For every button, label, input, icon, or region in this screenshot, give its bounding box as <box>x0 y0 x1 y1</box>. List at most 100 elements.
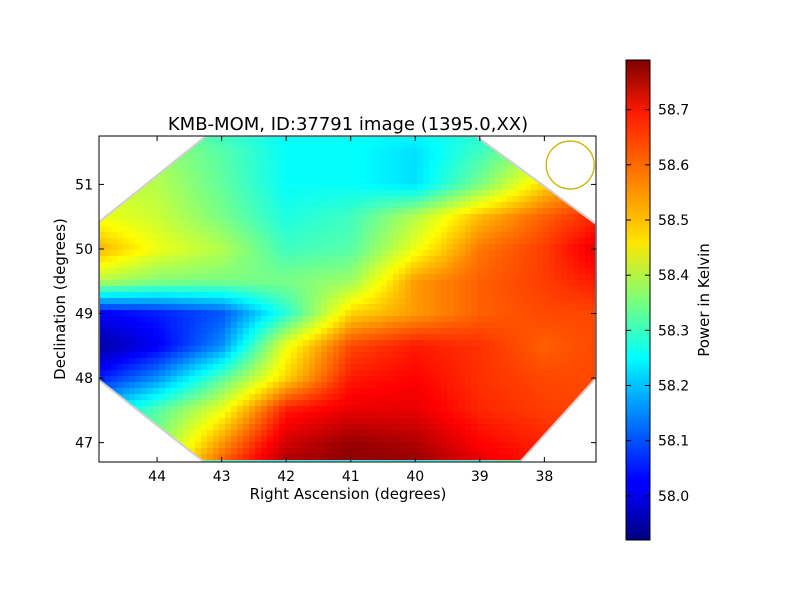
heatmap-cell <box>465 424 472 431</box>
heatmap-cell <box>351 214 358 221</box>
heatmap-cell <box>99 136 106 143</box>
heatmap-cell <box>567 142 574 149</box>
heatmap-cell <box>195 262 202 269</box>
heatmap-cell <box>387 448 394 455</box>
heatmap-cell <box>561 346 568 353</box>
heatmap-cell <box>375 184 382 191</box>
heatmap-cell <box>375 448 382 455</box>
heatmap-cell <box>543 316 550 323</box>
heatmap-cell <box>591 352 596 359</box>
heatmap-cell <box>273 382 280 389</box>
heatmap-cell <box>219 442 226 449</box>
heatmap-cell <box>153 166 160 173</box>
heatmap-cell <box>507 232 514 239</box>
heatmap-cell <box>243 202 250 209</box>
heatmap-cell <box>255 412 262 419</box>
heatmap-cell <box>405 418 412 425</box>
heatmap-cell <box>507 358 514 365</box>
heatmap-cell <box>585 208 592 215</box>
heatmap-cell <box>177 358 184 365</box>
heatmap-cell <box>537 148 544 155</box>
heatmap-cell <box>525 382 532 389</box>
heatmap-cell <box>387 178 394 185</box>
heatmap-cell <box>243 370 250 377</box>
heatmap-cell <box>489 244 496 251</box>
heatmap-cell <box>219 292 226 299</box>
heatmap-cell <box>141 274 148 281</box>
heatmap-cell <box>159 244 166 251</box>
heatmap-cell <box>177 220 184 227</box>
heatmap-cell <box>417 442 424 449</box>
heatmap-cell <box>243 244 250 251</box>
heatmap-cell <box>513 202 520 209</box>
heatmap-cell <box>423 412 430 419</box>
heatmap-cell <box>339 238 346 245</box>
heatmap-cell <box>375 244 382 251</box>
heatmap-cell <box>411 298 418 305</box>
heatmap-cell <box>225 334 232 341</box>
heatmap-cell <box>591 286 596 293</box>
heatmap-cell <box>321 208 328 215</box>
heatmap-cell <box>447 418 454 425</box>
heatmap-cell <box>453 238 460 245</box>
heatmap-cell <box>525 232 532 239</box>
heatmap-cell <box>375 334 382 341</box>
heatmap-cell <box>345 214 352 221</box>
heatmap-cell <box>549 436 556 443</box>
heatmap-cell <box>573 406 580 413</box>
heatmap-cell <box>549 448 556 455</box>
heatmap-cell <box>237 244 244 251</box>
heatmap-cell <box>411 274 418 281</box>
heatmap-cell <box>417 394 424 401</box>
heatmap-cell <box>255 196 262 203</box>
heatmap-cell <box>297 136 304 143</box>
heatmap-cell <box>285 148 292 155</box>
heatmap-cell <box>513 352 520 359</box>
heatmap-cell <box>231 286 238 293</box>
heatmap-cell <box>129 178 136 185</box>
heatmap-cell <box>345 352 352 359</box>
heatmap-cell <box>537 346 544 353</box>
heatmap-cell <box>183 442 190 449</box>
heatmap-cell <box>393 244 400 251</box>
heatmap-cell <box>219 166 226 173</box>
heatmap-cell <box>273 304 280 311</box>
heatmap-cell <box>549 460 556 462</box>
heatmap-cell <box>339 298 346 305</box>
heatmap-cell <box>573 226 580 233</box>
heatmap-cell <box>477 412 484 419</box>
heatmap-cell <box>165 172 172 179</box>
heatmap-cell <box>387 214 394 221</box>
heatmap-cell <box>219 220 226 227</box>
heatmap-cell <box>237 316 244 323</box>
heatmap-cell <box>525 358 532 365</box>
heatmap-cell <box>327 178 334 185</box>
heatmap-cell <box>357 406 364 413</box>
heatmap-cell <box>507 238 514 245</box>
heatmap-cell <box>345 298 352 305</box>
heatmap-cell <box>207 172 214 179</box>
heatmap-cell <box>555 268 562 275</box>
heatmap-cell <box>411 250 418 257</box>
heatmap-cell <box>249 274 256 281</box>
heatmap-cell <box>273 262 280 269</box>
heatmap-cell <box>147 436 154 443</box>
heatmap-cell <box>471 298 478 305</box>
heatmap-cell <box>201 400 208 407</box>
heatmap-cell <box>525 406 532 413</box>
heatmap-cell <box>207 154 214 161</box>
heatmap-cell <box>483 448 490 455</box>
heatmap-cell <box>345 346 352 353</box>
heatmap-cell <box>207 424 214 431</box>
heatmap-cell <box>393 154 400 161</box>
heatmap-cell <box>459 436 466 443</box>
heatmap-cell <box>411 406 418 413</box>
heatmap-cell <box>513 196 520 203</box>
heatmap-cell <box>471 184 478 191</box>
heatmap-cell <box>315 448 322 455</box>
heatmap-cell <box>399 346 406 353</box>
heatmap-cell <box>201 442 208 449</box>
heatmap-cell <box>363 352 370 359</box>
heatmap-cell <box>531 184 538 191</box>
heatmap-cell <box>267 172 274 179</box>
